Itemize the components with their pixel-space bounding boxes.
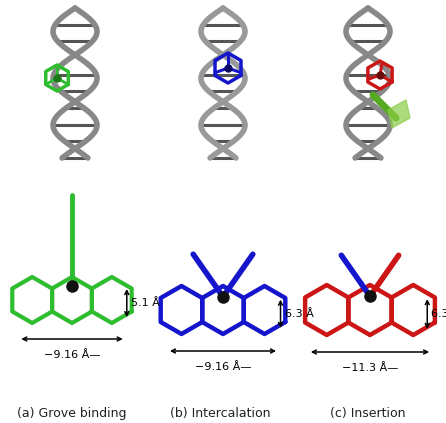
Text: (c) Insertion: (c) Insertion [330, 407, 406, 420]
Text: 6.3 Å: 6.3 Å [285, 309, 314, 319]
Text: 6.3 Å: 6.3 Å [431, 309, 446, 319]
Text: −9.16 Å—: −9.16 Å— [44, 350, 100, 360]
Text: (b) Intercalation: (b) Intercalation [170, 407, 270, 420]
Polygon shape [388, 100, 410, 128]
Text: −11.3 Å—: −11.3 Å— [342, 363, 398, 373]
Text: 5.1 Å: 5.1 Å [131, 298, 160, 308]
Text: (a) Grove binding: (a) Grove binding [17, 407, 127, 420]
Text: −9.16 Å—: −9.16 Å— [195, 362, 251, 372]
